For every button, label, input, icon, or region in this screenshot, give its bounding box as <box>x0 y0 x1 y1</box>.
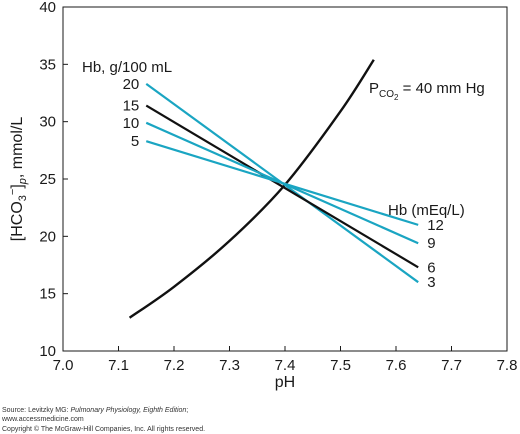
x-tick-label: 7.0 <box>53 357 74 374</box>
hb-grams-label: 10 <box>123 115 140 132</box>
y-tick-label: 10 <box>39 343 56 360</box>
y-tick-label: 40 <box>39 0 56 16</box>
hb-grams-label: 15 <box>123 98 140 115</box>
data-lines <box>128 59 419 319</box>
x-tick-label: 7.3 <box>219 357 240 374</box>
y-tick-label: 35 <box>39 56 56 73</box>
y-tick-label: 30 <box>39 114 56 131</box>
footer-copyright: Copyright © The McGraw-Hill Companies, I… <box>2 426 206 433</box>
y-tick-label: 25 <box>39 171 56 188</box>
y-tick-label: 20 <box>39 228 56 245</box>
pco2-isobar-curve <box>128 59 375 319</box>
hb-meq-header: Hb (mEq/L) <box>388 202 465 219</box>
x-tick-label: 7.7 <box>441 357 462 374</box>
x-tick-label: 7.4 <box>275 357 296 374</box>
footer-source: Source: Levitzky MG: Pulmonary Physiolog… <box>2 407 188 415</box>
x-tick-label: 7.1 <box>108 357 129 374</box>
footer-source-title: Pulmonary Physiology, Eighth Edition <box>70 407 187 414</box>
footer-source-suffix: ; <box>186 407 189 414</box>
hb-grams-label: 5 <box>131 133 139 150</box>
bicarbonate-buffer-chart: 7.0 7.1 7.2 7.3 7.4 7.5 7.6 7.7 7.81015202530354… <box>7 0 517 391</box>
x-tick-label: 7.6 <box>386 357 407 374</box>
footer-source-prefix: Source: Levitzky MG: <box>2 407 71 414</box>
axis-ticks: 7.0 7.1 7.2 7.3 7.4 7.5 7.6 7.7 7.81015202530354… <box>39 0 517 374</box>
hb-meq-label: 12 <box>427 217 444 234</box>
hb-line-15 <box>145 104 419 269</box>
hb-meq-label: 9 <box>427 235 435 252</box>
x-tick-label: 7.5 <box>330 357 351 374</box>
hb-meq-label: 3 <box>427 274 435 291</box>
x-axis-label: pH <box>275 374 295 391</box>
hb-line-5 <box>145 140 419 226</box>
x-tick-label: 7.2 <box>164 357 185 374</box>
footer-website: www.accessmedicine.com <box>2 416 84 423</box>
hb-meq-label: 6 <box>427 259 435 276</box>
y-axis-label: [HCO3−]p, mmol/L <box>7 117 29 242</box>
hb-grams-header: Hb, g/100 mL <box>82 59 172 76</box>
isobar-label: PCO2 = 40 mm Hg <box>369 80 485 102</box>
x-tick-label: 7.8 <box>497 357 518 374</box>
y-tick-label: 15 <box>39 286 56 303</box>
hb-grams-label: 20 <box>123 76 140 93</box>
